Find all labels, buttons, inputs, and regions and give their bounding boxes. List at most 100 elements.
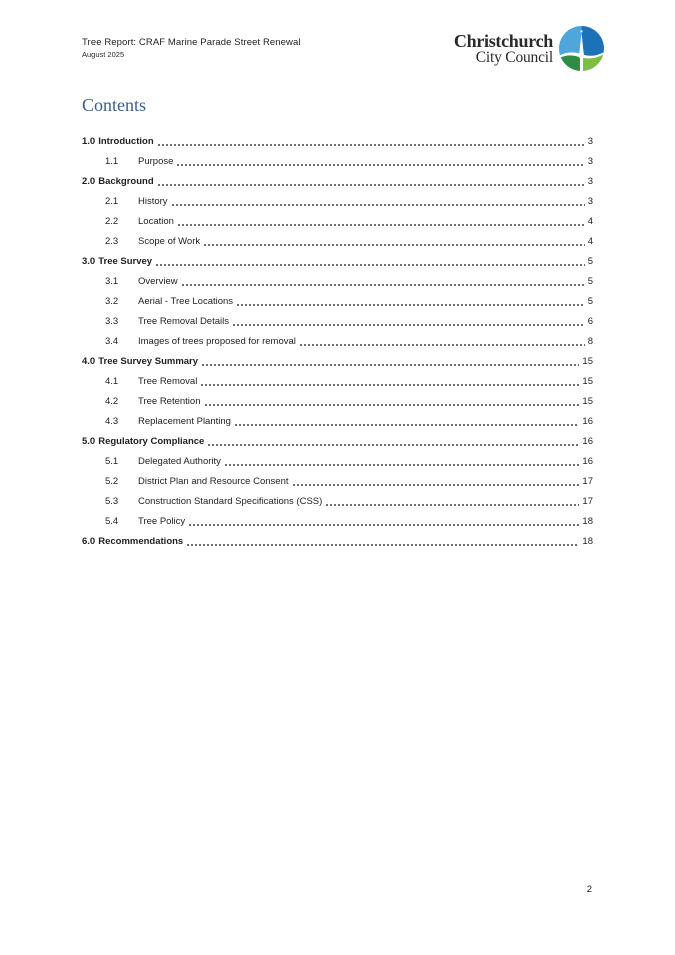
logo-text-line2: City Council: [475, 49, 553, 66]
city-council-emblem-icon: [559, 26, 604, 71]
toc-entry[interactable]: 4.1 Tree Removal 15: [82, 371, 593, 391]
toc-entry-title: Tree Retention: [138, 396, 201, 407]
toc-entry-number: 5.0: [82, 436, 96, 447]
toc-entry-page: 3: [587, 136, 593, 147]
toc-entry[interactable]: 3.1 Overview 5: [82, 271, 593, 291]
toc-entry-number: 2.1: [105, 196, 119, 207]
toc-entry-title: Regulatory Compliance: [98, 436, 205, 447]
toc-entry-number: 5.4: [105, 516, 119, 527]
toc-entry-page: 16: [582, 456, 593, 467]
toc-entry-page: 15: [582, 356, 593, 367]
document-header: Tree Report: CRAF Marine Parade Street R…: [82, 37, 301, 60]
toc-entry-number: 2.0: [82, 176, 96, 187]
toc-entry-title: Location: [138, 216, 174, 227]
toc-entry-number: 5.2: [105, 476, 119, 487]
toc-dot-leader: [170, 191, 585, 206]
toc-entry-title: Recommendations: [98, 536, 184, 547]
toc-dot-leader: [203, 231, 585, 246]
document-date: August 2025: [82, 50, 125, 59]
toc-dot-leader: [176, 151, 585, 166]
toc-dot-leader: [201, 351, 580, 366]
toc-entry-number: 2.3: [105, 236, 119, 247]
toc-entry-number: 5.3: [105, 496, 119, 507]
toc-entry[interactable]: 5.3 Construction Standard Specifications …: [82, 491, 593, 511]
contents-heading: Contents: [82, 95, 147, 115]
toc-entry[interactable]: 1.0 Introduction 3: [82, 131, 593, 151]
toc-entry[interactable]: 5.0 Regulatory Compliance 16: [82, 431, 593, 451]
toc-entry-title: Tree Survey Summary: [98, 356, 199, 367]
christchurch-city-council-logo: Christchurch City Council: [454, 26, 604, 71]
toc-entry[interactable]: 4.0 Tree Survey Summary 15: [82, 351, 593, 371]
toc-dot-leader: [156, 171, 585, 186]
toc-entry[interactable]: 3.2 Aerial - Tree Locations 5: [82, 291, 593, 311]
toc-entry[interactable]: 4.2 Tree Retention 15: [82, 391, 593, 411]
toc-entry-number: 3.2: [105, 296, 119, 307]
toc-entry-title: Background: [98, 176, 154, 187]
toc-entry-page: 8: [587, 336, 593, 347]
toc-entry-page: 5: [587, 276, 593, 287]
toc-entry[interactable]: 3.3 Tree Removal Details 6: [82, 311, 593, 331]
toc-entry-title: Tree Removal: [138, 376, 198, 387]
toc-dot-leader: [176, 211, 585, 226]
toc-entry-number: 1.1: [105, 156, 119, 167]
toc-entry-title: Overview: [138, 276, 178, 287]
toc-entry-title: Scope of Work: [138, 236, 201, 247]
toc-entry[interactable]: 5.4 Tree Policy 18: [82, 511, 593, 531]
toc-entry-number: 6.0: [82, 536, 96, 547]
toc-entry-title: Tree Policy: [138, 516, 186, 527]
toc-dot-leader: [291, 471, 580, 486]
toc-entry-page: 5: [587, 296, 593, 307]
toc-entry-title: Images of trees proposed for removal: [138, 336, 296, 347]
toc-dot-leader: [236, 291, 585, 306]
toc-list: 1.0 Introduction 3 1.1 Purpose 3 2.0 Background…: [82, 131, 593, 551]
toc-dot-leader: [231, 311, 585, 326]
toc-dot-leader: [156, 131, 585, 146]
toc-entry-page: 3: [587, 176, 593, 187]
toc-entry-number: 3.3: [105, 316, 119, 327]
toc-entry[interactable]: 5.2 District Plan and Resource Consent 17: [82, 471, 593, 491]
toc-entry-title: Aerial - Tree Locations: [138, 296, 234, 307]
toc-entry[interactable]: 2.3 Scope of Work 4: [82, 231, 593, 251]
document-title: Tree Report: CRAF Marine Parade Street R…: [82, 37, 301, 48]
toc-entry-page: 18: [582, 516, 593, 527]
toc-entry-number: 4.0: [82, 356, 96, 367]
toc-entry-title: Construction Standard Specifications (CS…: [138, 496, 323, 507]
toc-dot-leader: [233, 411, 580, 426]
toc-entry[interactable]: 2.2 Location 4: [82, 211, 593, 231]
toc-entry[interactable]: 5.1 Delegated Authority 16: [82, 451, 593, 471]
toc-dot-leader: [223, 451, 580, 466]
toc-dot-leader: [203, 391, 580, 406]
toc-entry-page: 15: [582, 396, 593, 407]
toc-entry[interactable]: 2.0 Background 3: [82, 171, 593, 191]
toc-entry[interactable]: 4.3 Replacement Planting 16: [82, 411, 593, 431]
toc-entry-number: 5.1: [105, 456, 119, 467]
toc-entry-page: 17: [582, 496, 593, 507]
toc-entry-title: Delegated Authority: [138, 456, 221, 467]
logo-text-line1: Christchurch: [453, 31, 553, 51]
toc-entry-page: 4: [587, 236, 593, 247]
toc-entry-number: 3.4: [105, 336, 119, 347]
toc-entry-page: 5: [587, 256, 593, 267]
toc-entry[interactable]: 6.0 Recommendations 18: [82, 531, 593, 551]
toc-entry-page: 17: [582, 476, 593, 487]
toc-entry-title: Tree Survey: [98, 256, 153, 267]
toc-entry[interactable]: 3.0 Tree Survey 5: [82, 251, 593, 271]
toc-entry-page: 6: [587, 316, 593, 327]
toc-entry-title: Purpose: [138, 156, 174, 167]
toc-dot-leader: [186, 531, 580, 546]
toc-entry-number: 2.2: [105, 216, 119, 227]
toc-entry-title: History: [138, 196, 168, 207]
toc-entry[interactable]: 1.1 Purpose 3: [82, 151, 593, 171]
toc-entry-title: District Plan and Resource Consent: [138, 476, 289, 487]
toc-entry-number: 4.2: [105, 396, 119, 407]
toc-entry[interactable]: 2.1 History 3: [82, 191, 593, 211]
toc-dot-leader: [325, 491, 580, 506]
toc-entry-title: Replacement Planting: [138, 416, 231, 427]
toc-dot-leader: [188, 511, 580, 526]
toc-entry-title: Introduction: [98, 136, 154, 147]
toc-entry-page: 18: [582, 536, 593, 547]
toc-dot-leader: [155, 251, 585, 266]
toc-entry[interactable]: 3.4 Images of trees proposed for removal 8: [82, 331, 593, 351]
toc-entry-number: 3.1: [105, 276, 119, 287]
toc-entry-title: Tree Removal Details: [138, 316, 229, 327]
